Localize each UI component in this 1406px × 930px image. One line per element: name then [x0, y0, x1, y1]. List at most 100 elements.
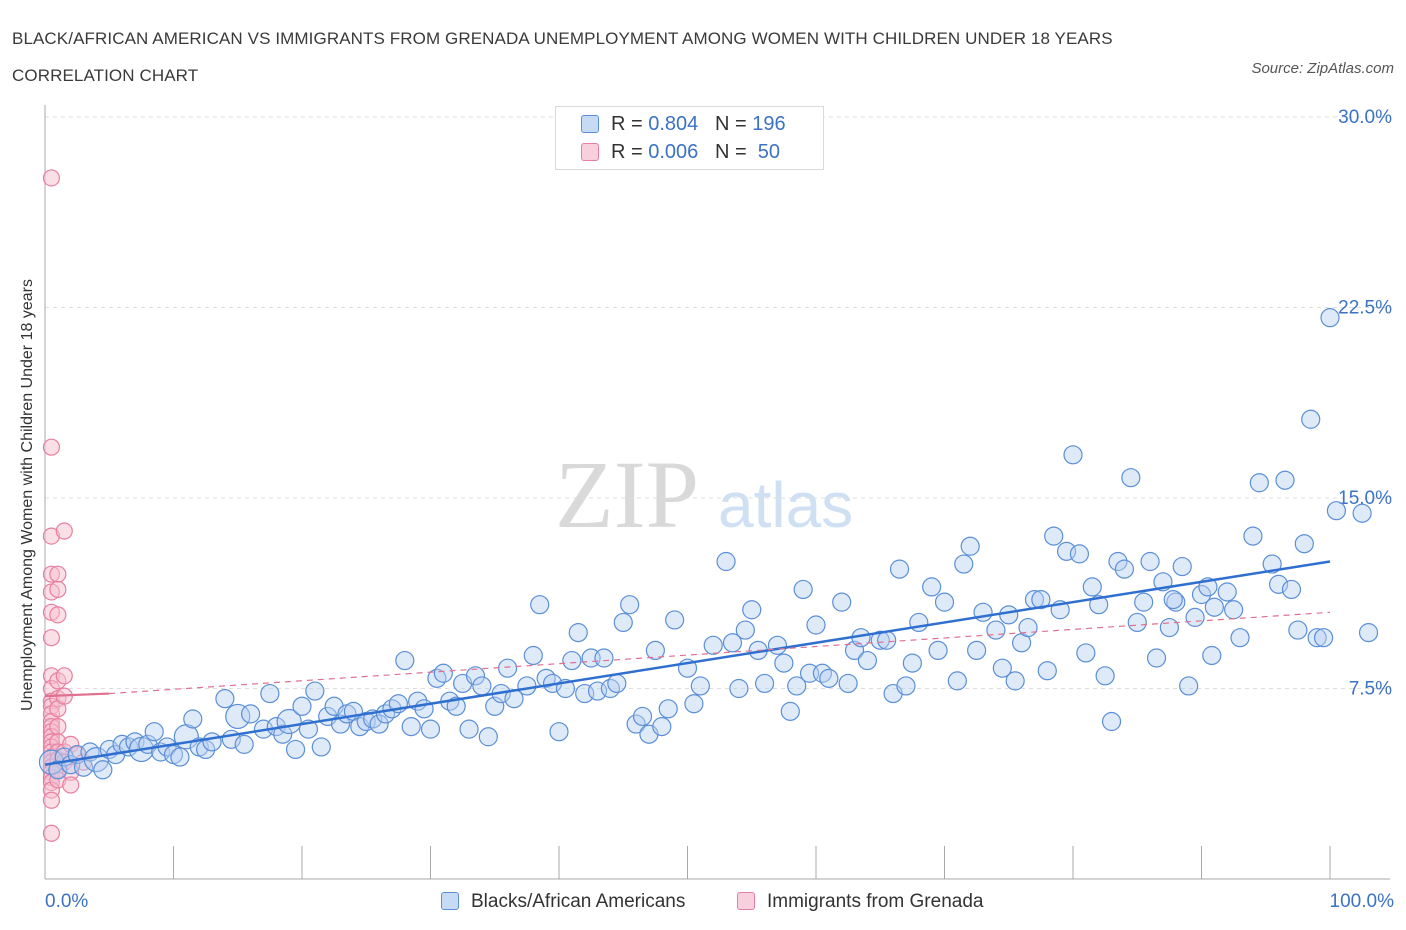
- data-point-black: [960, 536, 980, 556]
- data-point-black: [735, 620, 755, 640]
- trend-line-black: [44, 560, 1331, 766]
- data-point-black: [600, 678, 621, 699]
- data-point-black: [1204, 597, 1224, 617]
- data-point-black: [1313, 628, 1334, 648]
- data-point-black: [1127, 612, 1147, 633]
- data-point-black: [1249, 473, 1269, 493]
- data-point-black: [838, 673, 858, 694]
- data-point-black: [1063, 445, 1083, 465]
- data-point-black: [999, 605, 1019, 625]
- data-point-black: [144, 722, 164, 742]
- data-point-black: [1307, 628, 1327, 648]
- data-point-black: [1044, 526, 1064, 546]
- data-point-black: [202, 732, 222, 752]
- data-point-black: [1179, 676, 1199, 696]
- data-point-black: [562, 650, 582, 671]
- data-point-black: [620, 595, 640, 615]
- data-point-black: [767, 635, 788, 655]
- data-point-black: [1159, 617, 1179, 638]
- data-point-black: [1243, 526, 1263, 546]
- data-point-black: [780, 701, 800, 721]
- data-point-grenada: [42, 824, 61, 842]
- data-point-black: [395, 650, 415, 671]
- y-tick-label: 7.5%: [1349, 679, 1392, 700]
- data-point-black: [305, 681, 325, 701]
- data-point-black: [1301, 409, 1321, 429]
- data-point-black: [896, 676, 916, 696]
- watermark-zip: ZIP: [555, 441, 699, 548]
- data-point-black: [1166, 592, 1186, 612]
- data-point-black: [877, 630, 897, 650]
- legend-n-value-black: 196: [752, 113, 786, 135]
- data-point-black: [446, 696, 466, 716]
- legend-label-black: Blacks/African Americans: [471, 891, 686, 912]
- data-point-black: [1294, 534, 1314, 554]
- data-point-black: [1172, 556, 1192, 577]
- data-point-black: [1076, 643, 1096, 663]
- data-point-black: [536, 668, 556, 688]
- data-point-black: [1121, 468, 1141, 488]
- data-point-black: [1089, 595, 1109, 615]
- data-point-black: [774, 653, 794, 673]
- data-point-black: [594, 648, 614, 668]
- data-point-grenada: [42, 629, 61, 647]
- data-point-black: [754, 673, 775, 694]
- data-point-black: [967, 640, 987, 661]
- legend-swatch-grenada: [581, 143, 599, 161]
- data-point-black: [523, 645, 543, 666]
- data-point-black: [225, 703, 251, 730]
- data-point-black: [703, 635, 723, 655]
- data-point-black: [517, 676, 537, 696]
- x-tick-label-min: 0.0%: [45, 891, 89, 912]
- trend-line-grenada: [44, 692, 110, 698]
- legend-n-value-grenada: 50: [757, 141, 781, 163]
- data-point-black: [1005, 671, 1025, 691]
- source-label: Source: ZipAtlas.com: [1251, 60, 1394, 77]
- x-tick-label-max: 100.0%: [1329, 891, 1394, 912]
- data-point-black: [787, 676, 807, 696]
- data-point-black: [729, 678, 749, 699]
- grid-lines: [45, 116, 1390, 689]
- data-point-black: [1352, 503, 1372, 523]
- data-point-grenada: [42, 169, 61, 187]
- data-point-black: [1275, 470, 1295, 490]
- data-point-black: [568, 623, 588, 643]
- data-point-black: [1358, 623, 1379, 643]
- data-point-black: [1217, 582, 1237, 602]
- data-point-black: [1320, 308, 1340, 328]
- data-point-black: [1082, 577, 1102, 597]
- data-point-black: [1185, 607, 1205, 627]
- data-point-black: [420, 719, 441, 739]
- data-point-black: [992, 658, 1012, 678]
- data-point-grenada: [49, 606, 67, 624]
- y-tick-label: 22.5%: [1338, 298, 1392, 319]
- data-point-black: [722, 633, 743, 653]
- data-point-black: [793, 579, 813, 600]
- data-point-grenada: [49, 717, 67, 736]
- legend-row-grenada: R = 0.006 N = 50: [581, 141, 780, 163]
- data-point-black: [1037, 661, 1057, 681]
- legend-n-label: N =: [714, 141, 747, 163]
- data-point-grenada: [49, 565, 67, 583]
- data-point-black: [607, 673, 627, 694]
- data-point-black: [645, 640, 665, 661]
- data-point-black: [1095, 666, 1115, 686]
- stats-legend: R = 0.804 N = 196 R = 0.006 N = 50: [555, 106, 824, 170]
- watermark-atlas: atlas: [718, 469, 853, 541]
- data-point-black: [1202, 645, 1222, 666]
- data-point-grenada: [49, 580, 67, 599]
- data-point-grenada: [42, 438, 61, 456]
- data-point-black: [369, 714, 389, 734]
- data-point-grenada: [62, 776, 80, 794]
- legend-r-label: R =: [611, 113, 643, 135]
- data-point-black: [1134, 592, 1154, 612]
- data-point-black: [928, 640, 948, 661]
- data-point-black: [947, 671, 967, 691]
- data-point-black: [215, 689, 235, 709]
- data-point-black: [889, 559, 910, 579]
- data-point-black: [234, 734, 254, 754]
- trend-line-grenada-dashed: [109, 611, 1331, 695]
- trend-lines: [44, 560, 1331, 766]
- data-point-black: [819, 668, 839, 688]
